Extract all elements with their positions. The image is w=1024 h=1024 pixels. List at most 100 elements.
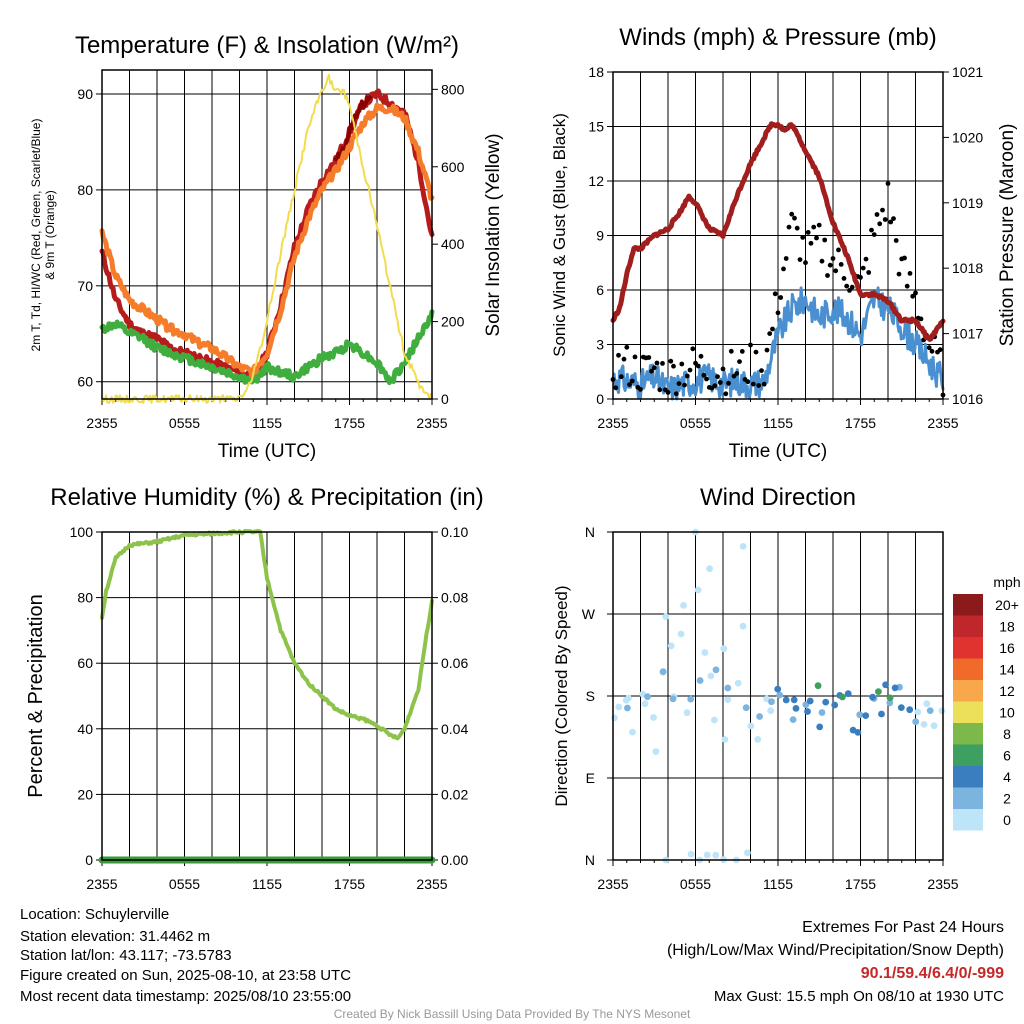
wind-direction-point [878,710,885,718]
gust-point [893,238,899,243]
winds-chart-xtick-label: 1155 [763,415,793,431]
wind-direction-chart-title: Wind Direction [700,484,856,511]
wind-direction-point [854,729,862,736]
extremes-title: Extremes For Past 24 Hours [802,919,1004,936]
wind-direction-point [806,697,814,705]
gust-point [929,348,935,354]
gust-point [811,224,817,230]
wind-direction-point [914,708,922,716]
wind-direction-point [694,586,702,594]
wind-direction-point [712,666,720,674]
footer-recent: Most recent data timestamp: 2025/08/10 2… [20,988,352,1005]
gust-point [825,273,830,278]
gust-point [770,326,775,332]
wind-direction-point [701,649,709,656]
wind-direction-point [739,622,747,630]
gust-point [613,385,619,391]
wind-direction-point [754,736,762,743]
legend-swatch [953,701,983,723]
humidity-chart-ytick-right-label: 0.00 [441,852,468,868]
gust-point [616,352,621,358]
gust-point [772,291,778,297]
temperature-chart-xlabel: Time (UTC) [218,441,317,462]
series-9m-t [99,102,435,379]
gust-point [638,387,643,392]
wind-direction-chart-plot-frame [612,531,944,861]
winds-chart-xtick-label: 0555 [680,415,711,431]
footer-created: Figure created on Sun, 2025-08-10, at 23… [20,967,352,984]
series-sonic-wind [611,286,945,401]
humidity-chart-plot-frame [101,531,433,861]
humidity-chart-ytick-left-label: 60 [77,655,93,671]
gust-point [841,276,847,281]
humidity-chart-ytick-left-label: 40 [77,721,93,737]
temperature-chart-ytick-left-label: 70 [77,278,93,294]
temperature-chart-plot-frame [101,69,433,400]
humidity-chart-xtick-label: 1755 [334,876,365,892]
gust-point [624,344,630,350]
winds-chart-title: Winds (mph) & Pressure (mb) [619,24,936,51]
gust-point [748,342,753,348]
gust-point [737,359,742,364]
legend-swatch [953,723,983,745]
gust-point [847,288,852,293]
wind-direction-point [641,700,649,708]
wind-direction-point [926,707,934,714]
wind-direction-point [721,736,729,743]
wind-direction-point [706,565,713,573]
wind-direction-point [862,712,870,719]
winds-chart-ytick-right-label: 1018 [952,260,983,276]
legend-label: 10 [999,705,1015,721]
gust-point [627,382,632,387]
wind-direction-ytick-label: N [585,524,595,540]
wind-direction-point [707,672,715,680]
wind-direction-chart-xtick-label: 1755 [845,876,876,892]
wind-direction-point [774,685,782,693]
winds-chart-ytick-right-label: 1017 [952,326,983,342]
humidity-chart-ytick-left-label: 0 [85,852,93,868]
gust-point [761,381,767,387]
wind-direction-point [782,696,790,704]
humidity-chart-ytick-left-label: 20 [77,786,93,802]
wind-direction-ylabel: Direction (Colored By Speed) [552,585,571,806]
legend-swatch [953,787,983,809]
wind-direction-point [818,709,826,716]
wind-direction-point [669,695,677,703]
gust-point [726,380,731,386]
gust-point [632,354,638,360]
temperature-ylabel-left-2: & 9m T (Orange) [43,190,57,280]
gust-point [701,372,707,378]
gust-point [629,378,635,384]
wind-direction-point [906,706,914,714]
wind-direction-point [629,728,636,736]
wind-direction-point [768,698,775,706]
gust-point [860,265,866,271]
humidity-ylabel-left: Percent & Precipitation [25,594,47,797]
wind-direction-point [891,684,899,692]
humidity-chart-ytick-right-label: 0.08 [441,590,468,606]
gust-point [937,347,943,353]
winds-chart-ytick-right-label: 1019 [952,195,983,211]
humidity-chart-ytick-left-label: 80 [77,590,93,606]
wind-direction-point [923,700,931,708]
series-station-pressure [610,121,946,342]
gust-point [808,240,814,246]
wind-direction-ytick-label: N [585,852,595,868]
series-2m-td [99,309,435,386]
wind-direction-point [897,704,905,711]
winds-ylabel-right: Station Pressure (Maroon) [997,124,1018,347]
footer-elevation: Station elevation: 31.4462 m [20,928,211,945]
gust-point [654,360,660,366]
winds-chart-xlabel: Time (UTC) [729,441,828,462]
temperature-chart-xtick-label: 1755 [334,415,365,431]
gust-point [792,215,797,221]
gust-point [891,216,896,222]
series-relative-humidity [100,528,434,741]
wind-direction-ytick-label: S [586,688,595,704]
winds-chart-ytick-left-label: 3 [596,337,604,353]
gust-point [690,346,696,352]
gust-point [764,347,770,353]
humidity-chart-xtick-label: 2355 [86,876,117,892]
gust-point [794,225,800,231]
